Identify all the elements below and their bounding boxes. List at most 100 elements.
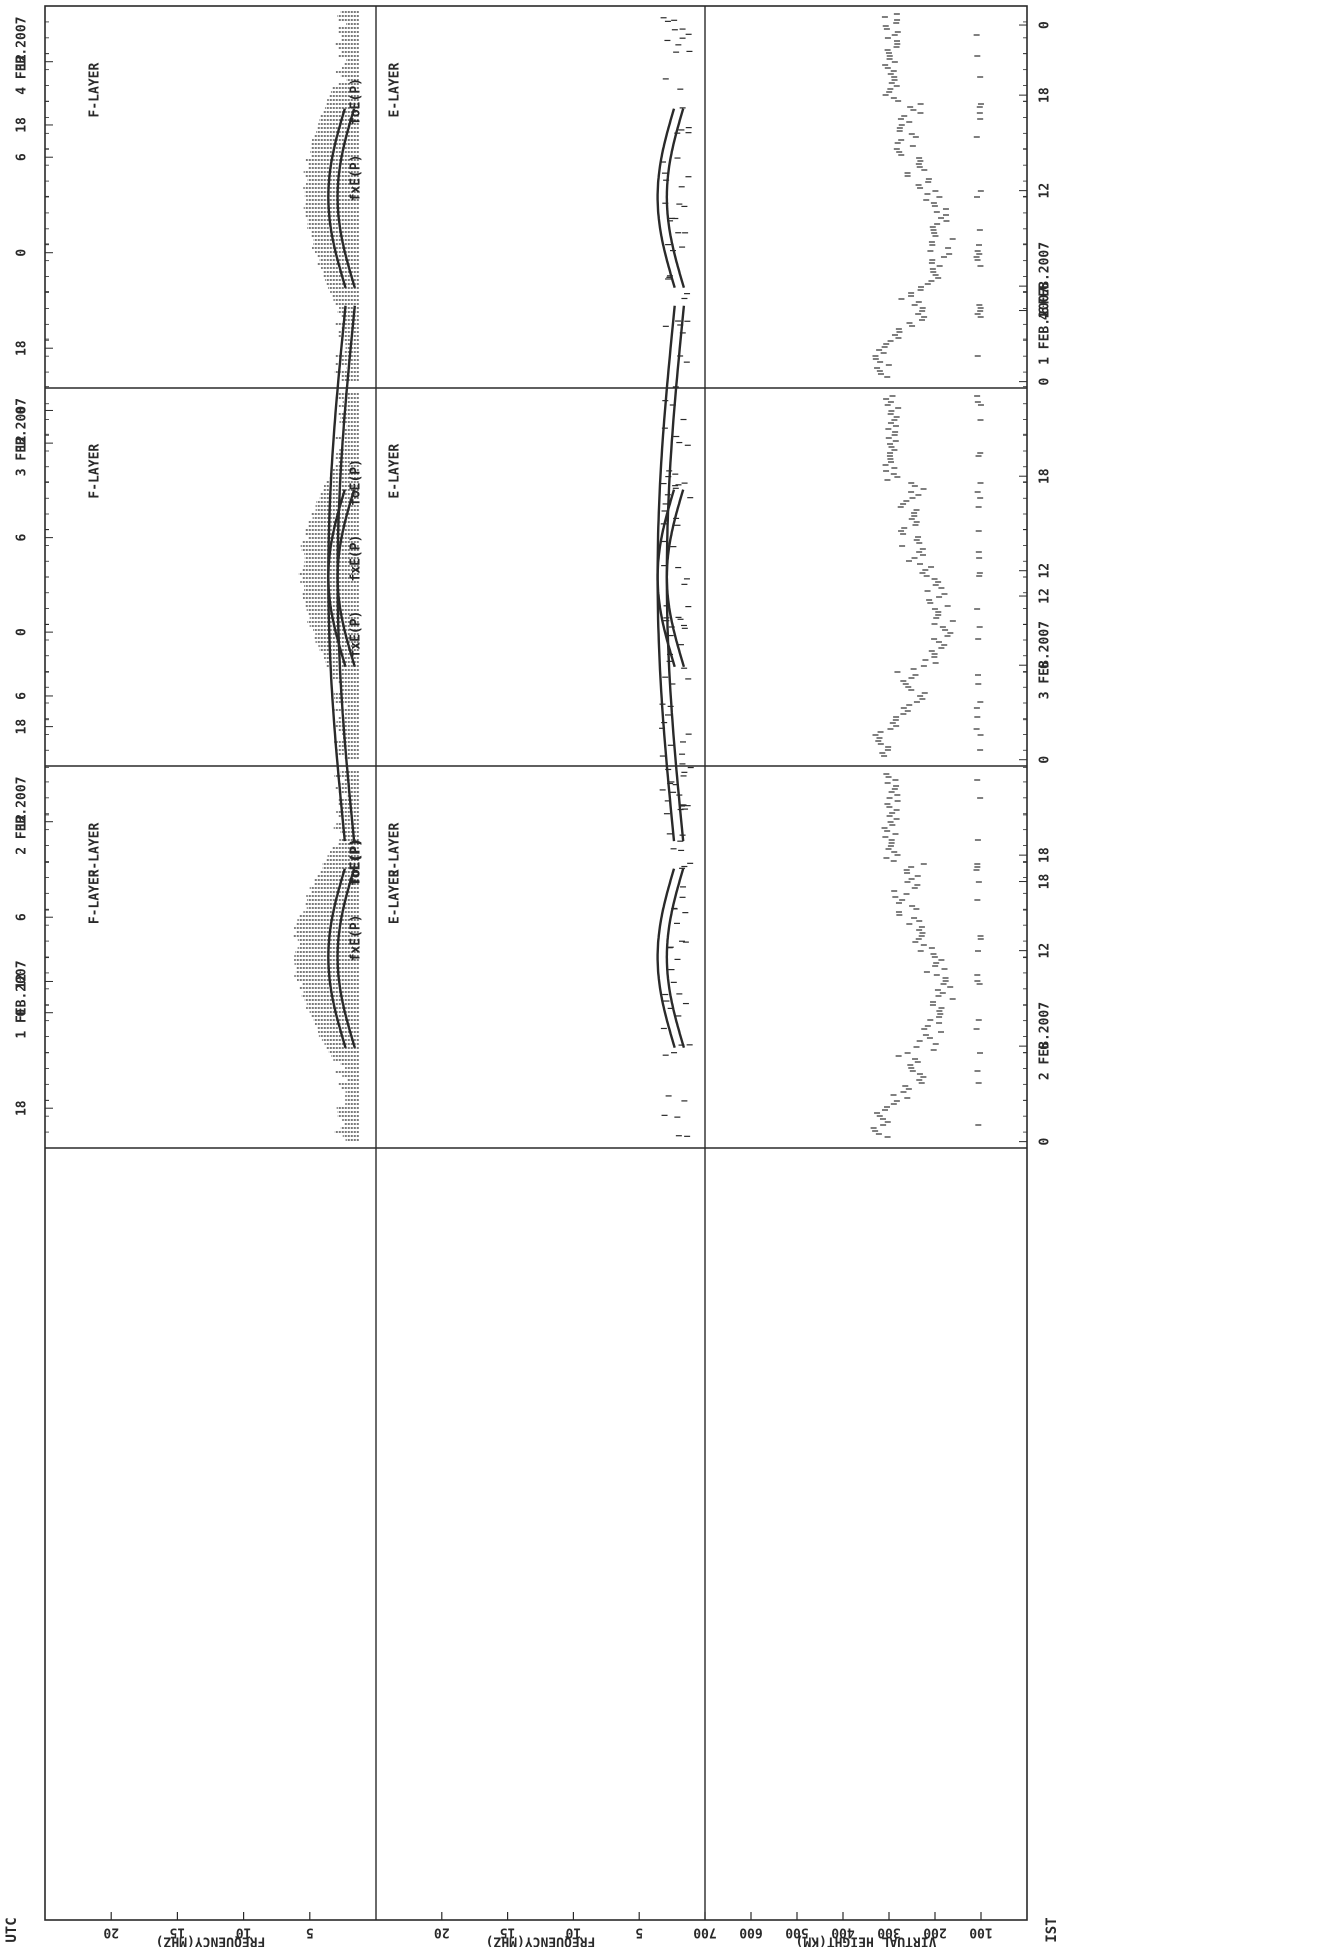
- e-layer-label: E-LAYER: [388, 822, 403, 877]
- height-tick-label: 500: [785, 1925, 809, 1940]
- ist-tick-label: 0: [1038, 756, 1053, 764]
- fxe-curve-label: fxE(P): [349, 535, 364, 582]
- e-layer-foE-arc: [656, 108, 686, 289]
- fxe-curve-label: fxE(P): [349, 154, 364, 201]
- virtual-height-data: [870, 773, 984, 1138]
- e-layer-data: [660, 17, 693, 388]
- utc-tick-label: 0: [15, 628, 30, 636]
- virtual-height-data: [872, 13, 984, 378]
- ist-tick-label: 0: [1038, 21, 1053, 29]
- utc-tick-label: 12: [15, 435, 30, 451]
- f-layer-label: F-LAYER: [88, 444, 103, 499]
- utc-tick-label: 12: [15, 54, 30, 70]
- utc-tick-label: 6: [15, 534, 30, 542]
- ist-tick-label: 18: [1038, 468, 1053, 484]
- height-tick-label: 100: [969, 1925, 993, 1940]
- height-tick-label: 300: [877, 1925, 901, 1940]
- utc-day-label: 3 FEB.2007: [15, 398, 30, 476]
- height-axis-label: VIRTUAL HEIGHT(KM): [796, 1934, 937, 1947]
- foE-arc: [665, 108, 686, 289]
- foE-arc: [336, 489, 356, 668]
- ist-tick-label: 12: [1038, 943, 1053, 959]
- utc-tick-label: 18: [15, 340, 30, 356]
- foE-arc: [665, 489, 686, 668]
- height-tick-label: 600: [739, 1925, 763, 1940]
- ist-day-label: 1 FEB.2007: [1038, 287, 1053, 365]
- utc-tick-label: 18: [15, 117, 30, 133]
- ist-tick-label: 18: [1038, 847, 1053, 863]
- utc-tick-label: 0: [15, 406, 30, 414]
- foE-arc: [656, 489, 676, 668]
- freq-tick-label: 20: [103, 1925, 119, 1940]
- height-tick-label: 400: [831, 1925, 855, 1940]
- foE-arc: [336, 868, 356, 1049]
- height-tick-label: 700: [693, 1925, 717, 1940]
- utc-day-label: 4 FEB.2007: [15, 17, 30, 95]
- ist-tick-label: 0: [1038, 1138, 1053, 1146]
- e-layer-data: [659, 29, 694, 1118]
- utc-tick-label: 18: [15, 719, 30, 735]
- ist-day-label: 3 FEB.2007: [1038, 621, 1053, 699]
- ist-tick-label: 6: [1038, 282, 1053, 290]
- virtual-height-data: [872, 395, 984, 757]
- e-layer-label: E-LAYER: [388, 444, 403, 499]
- e-layer-data: [659, 768, 694, 1137]
- freq-tick-label: 10: [236, 1925, 252, 1940]
- utc-tick-label: 12: [15, 814, 30, 830]
- ist-tick-label: 6: [1038, 661, 1053, 669]
- e-layer-foE-arc: [656, 305, 686, 842]
- foE-arc: [327, 489, 347, 668]
- e-layer-data: [659, 400, 692, 757]
- foE-arc: [336, 108, 356, 289]
- foE-arc: [656, 108, 676, 289]
- ist-tick-label: 12: [1038, 563, 1053, 579]
- f-layer-data: [303, 11, 359, 381]
- ist-tick-label: 18: [1038, 87, 1053, 103]
- utc-tick-label: 18: [15, 1100, 30, 1116]
- e-layer-label: E-LAYER: [388, 62, 403, 117]
- utc-tick-label: 6: [15, 153, 30, 161]
- ist-day-label: 2 FEB.2007: [1038, 1002, 1053, 1080]
- foE-arc: [327, 108, 347, 289]
- foE-arc: [665, 305, 686, 842]
- utc-axis-label: UTC: [4, 1917, 20, 1942]
- ist-axis-label: IST: [1044, 1917, 1060, 1942]
- f-layer-label: F-LAYER: [88, 869, 103, 924]
- utc-day-label: 1 FEB.2007: [15, 960, 30, 1038]
- height-tick-label: 200: [923, 1925, 947, 1940]
- foE-arc: [665, 868, 686, 1049]
- freq-tick-label: 5: [635, 1925, 643, 1940]
- utc-tick-label: 6: [15, 913, 30, 921]
- plot-area: 5 10 15 20 FREQUENCY(MHZ) 5 10 15 20 FREQUENCY(MH…: [4, 5, 1060, 1947]
- foE-arc: [656, 868, 676, 1049]
- utc-tick-label: 0: [15, 1009, 30, 1017]
- utc-tick-label: 12: [15, 974, 30, 990]
- freq-tick-label: 15: [170, 1925, 186, 1940]
- ist-day-label: 4 FEB.2007: [1038, 242, 1053, 320]
- ist-tick-label: 0: [1038, 378, 1053, 386]
- foE-arc: [327, 868, 347, 1049]
- utc-tick-label: 0: [15, 249, 30, 257]
- e-layer-label: E-LAYER: [388, 869, 403, 924]
- ist-tick-label: 12: [1038, 183, 1053, 199]
- fxe-curve-label: fxE(P): [349, 914, 364, 961]
- chart-frame: [44, 5, 1028, 1921]
- utc-tick-label: 6: [15, 692, 30, 700]
- e-layer-foE-arc: [656, 489, 686, 668]
- utc-day-label: 2 FEB.2007: [15, 777, 30, 855]
- freq-tick-label: 5: [306, 1925, 314, 1940]
- e-layer-foE-arc: [656, 868, 686, 1049]
- freq-tick-label: 10: [565, 1925, 581, 1940]
- freq-axis-label: FREQUENCY(MHZ): [486, 1934, 596, 1947]
- f-layer-foE-arc: [327, 489, 356, 668]
- axis-ticks: 5 10 15 20 FREQUENCY(MHZ) 5 10 15 20 FREQUENCY(MH…: [103, 1912, 993, 1947]
- f-layer-label: F-LAYER: [88, 822, 103, 877]
- freq-tick-label: 20: [434, 1925, 450, 1940]
- f-layer-label: F-LAYER: [88, 62, 103, 117]
- ist-tick-label: 6: [1038, 1042, 1053, 1050]
